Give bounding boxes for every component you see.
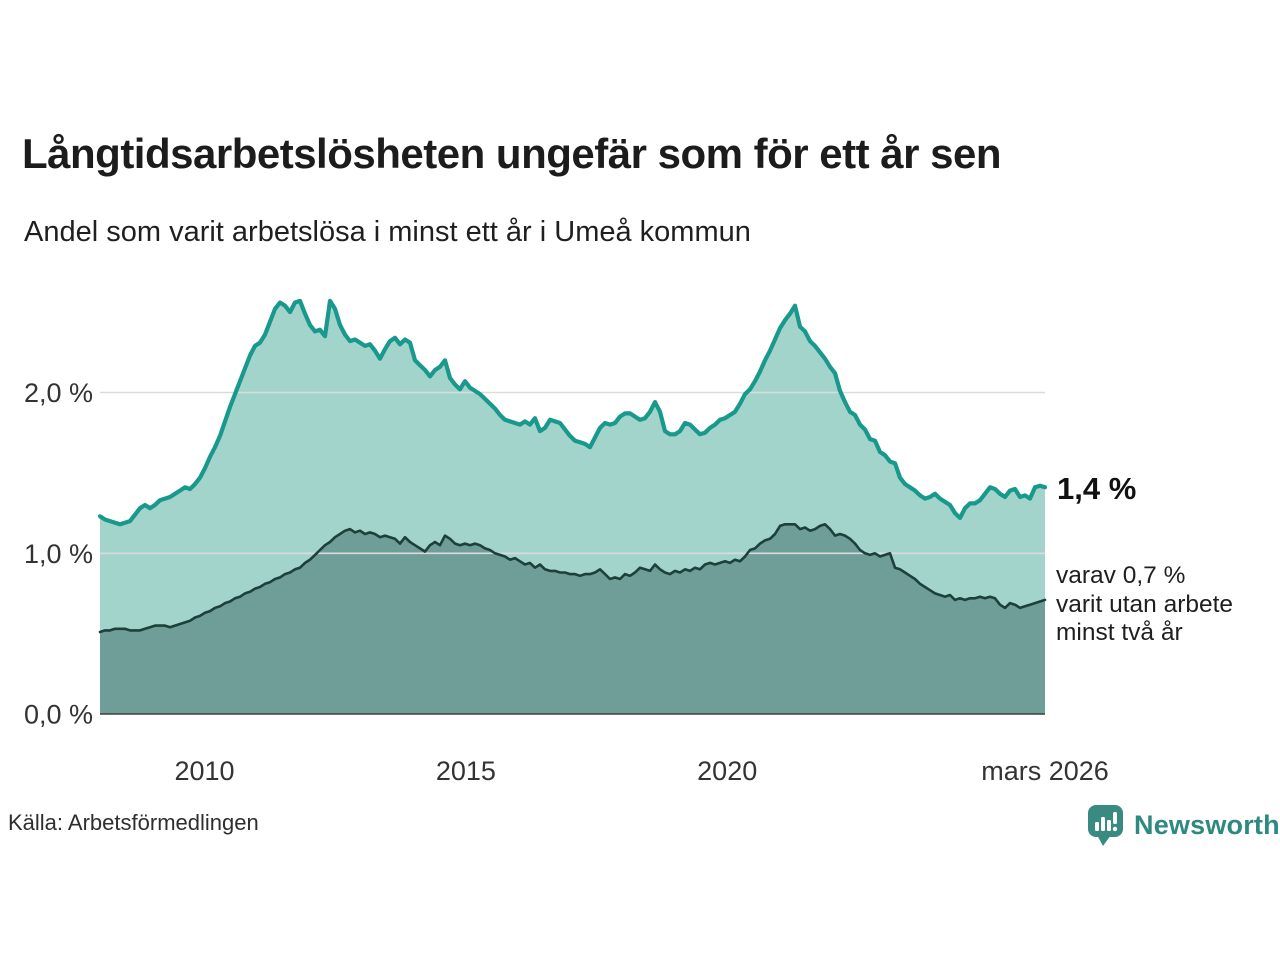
page-subtitle: Andel som varit arbetslösa i minst ett å… <box>24 216 751 248</box>
x-tick-label: 2015 <box>436 756 496 786</box>
y-tick-label: 2,0 % <box>24 378 93 408</box>
newsworthy-wordmark: Newsworthy <box>1134 809 1280 840</box>
dark-annotation-line-2: varit utan arbete <box>1056 590 1234 618</box>
newsworthy-logo-icon <box>1086 802 1126 848</box>
y-tick-label: 1,0 % <box>24 539 93 569</box>
x-tick-label: 2010 <box>174 756 234 786</box>
x-tick-label: 2020 <box>697 756 757 786</box>
newsworthy-brand: Newsworthy <box>1086 800 1280 850</box>
y-tick-label: 0,0 % <box>24 700 93 730</box>
dark-annotation-line-3: minst två år <box>1056 619 1183 646</box>
dark-annotation-line-1: varav 0,7 % <box>1056 562 1186 589</box>
total-value-annotation: 1,4 % <box>1057 471 1137 506</box>
page-title: Långtidsarbetslösheten ungefär som för e… <box>22 130 1002 177</box>
x-tick-label: mars 2026 <box>981 756 1109 786</box>
dark-series-line <box>98 522 1047 634</box>
dark-area <box>100 524 1045 714</box>
source-attribution: Källa: Arbetsförmedlingen <box>8 810 259 835</box>
total-series-line <box>97 298 1048 527</box>
dark-series-annotation: varav 0,7 % varit utan arbete minst två … <box>1056 562 1233 648</box>
